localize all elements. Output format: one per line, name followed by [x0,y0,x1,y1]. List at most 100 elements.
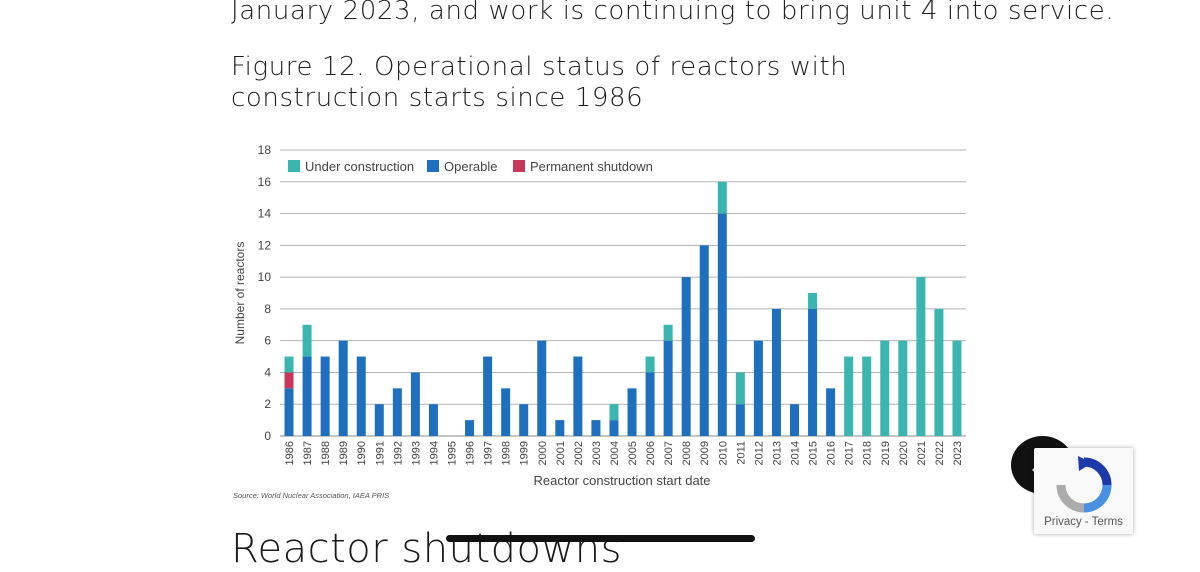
bar-operable-2016 [826,388,836,436]
chart-source: Source: World Nuclear Association, IAEA … [233,491,390,500]
x-tick-label: 1992 [392,441,404,465]
x-tick-label: 2013 [771,441,783,465]
bar-operable-2005 [627,388,637,436]
x-axis-ticks: 1986 1987 1988 1989 1990 1991 1992 1993 1994 1995… [284,441,964,465]
x-tick-label: 1986 [284,441,296,465]
bar-operable-2006 [645,372,655,436]
x-tick-label: 2016 [826,441,838,465]
bar-operable-1999 [519,404,529,436]
x-tick-label: 2018 [862,441,874,465]
y-tick-label: 8 [264,302,271,316]
bar-operable-2015 [808,308,818,436]
bar-under-construction-2015 [808,293,818,309]
section-heading: Reactor shutdowns [231,526,622,572]
bar-under-construction-2022 [934,308,944,436]
bar-operable-1987 [302,356,312,436]
bar-operable-2013 [771,308,781,436]
y-tick-label: 10 [258,270,272,284]
bar-under-construction-1986 [284,356,294,373]
bar-operable-1993 [410,372,420,436]
bar-operable-2002 [573,356,583,436]
x-tick-label: 2002 [573,441,585,465]
reactor-status-chart: 0 2 4 6 8 10 12 14 16 18 1986 1987 1988 1989 1990 1991… [233,143,966,488]
bar-operable-2010 [717,213,727,436]
y-tick-label: 2 [264,397,271,411]
bar-operable-2004 [609,420,619,436]
x-tick-label: 2017 [844,441,856,465]
bar-operable-2003 [591,420,601,436]
x-tick-label: 1993 [410,441,422,465]
y-axis-ticks: 0 2 4 6 8 10 12 14 16 18 [258,143,272,443]
bar-operable-2011 [735,404,745,436]
bar-operable-1998 [501,388,511,436]
bar-under-construction-2023 [952,340,962,436]
recaptcha-logo-icon [1056,456,1112,513]
x-tick-label: 2022 [934,441,946,465]
bar-operable-2014 [790,404,799,436]
recaptcha-badge[interactable]: Privacy - Terms [1034,448,1133,534]
legend-label-operable: Operable [444,159,497,174]
x-tick-label: 2015 [808,441,820,465]
recaptcha-separator: - [1084,516,1089,528]
x-tick-label: 1991 [374,441,386,465]
x-tick-label: 2004 [609,441,621,465]
bar-under-construction-2006 [645,356,655,373]
bar-under-construction-2019 [880,340,890,436]
bar-operable-1990 [356,356,366,436]
x-tick-label: 2020 [898,441,910,465]
bar-operable-1991 [374,404,384,436]
y-tick-label: 18 [258,143,272,157]
bar-under-construction-2011 [735,372,745,405]
x-tick-label: 2021 [916,441,928,465]
x-tick-label: 1999 [519,441,531,465]
x-tick-label: 1994 [428,441,440,465]
chart-bars [284,181,962,436]
y-tick-label: 14 [258,207,272,221]
recaptcha-privacy-link[interactable]: Privacy [1044,516,1082,528]
recaptcha-terms-link[interactable]: Terms [1091,516,1123,528]
x-tick-label: 1990 [356,441,368,465]
x-tick-label: 2009 [699,441,711,465]
x-tick-label: 1987 [302,441,314,465]
legend-swatch-operable [427,160,439,172]
legend-label-under-construction: Under construction [305,159,414,174]
x-tick-label: 2008 [681,441,693,465]
bar-operable-2009 [699,245,709,436]
x-tick-label: 2010 [717,441,729,465]
bar-under-construction-1987 [302,324,312,357]
x-tick-label: 2007 [663,441,675,465]
bar-under-construction-2010 [717,181,727,214]
bar-under-construction-2007 [663,324,673,341]
x-axis-label: Reactor construction start date [533,473,710,488]
bar-operable-2008 [681,277,691,436]
y-tick-label: 16 [258,175,272,189]
bar-operable-2001 [555,420,565,436]
home-indicator[interactable] [446,535,755,542]
x-tick-label: 2000 [537,441,549,465]
legend-swatch-permanent-shutdown [513,160,525,172]
x-tick-label: 1995 [447,441,459,465]
x-tick-label: 2003 [591,441,603,465]
bar-under-construction-2004 [609,404,619,421]
x-tick-label: 1996 [465,441,477,465]
x-tick-label: 1998 [501,441,513,465]
bar-operable-1989 [338,340,348,436]
x-tick-label: 2005 [627,441,639,465]
legend-label-permanent-shutdown: Permanent shutdown [530,159,653,174]
y-tick-label: 12 [258,238,272,252]
bar-operable-1988 [320,356,330,436]
x-tick-label: 1989 [338,441,350,465]
y-tick-label: 6 [264,334,271,348]
bar-operable-1996 [465,420,475,436]
bar-under-construction-2021 [916,277,926,436]
bar-under-construction-2018 [862,356,872,436]
bar-operable-1986 [284,388,294,436]
legend-swatch-under-construction [288,160,300,172]
x-tick-label: 2006 [645,441,657,465]
lead-paragraph: January 2023, and work is continuing to … [231,0,1115,26]
bar-operable-1997 [483,356,493,436]
x-tick-label: 2011 [735,441,747,465]
x-tick-label: 2001 [555,441,567,465]
x-tick-label: 2014 [790,441,802,465]
bar-operable-1992 [392,388,402,436]
